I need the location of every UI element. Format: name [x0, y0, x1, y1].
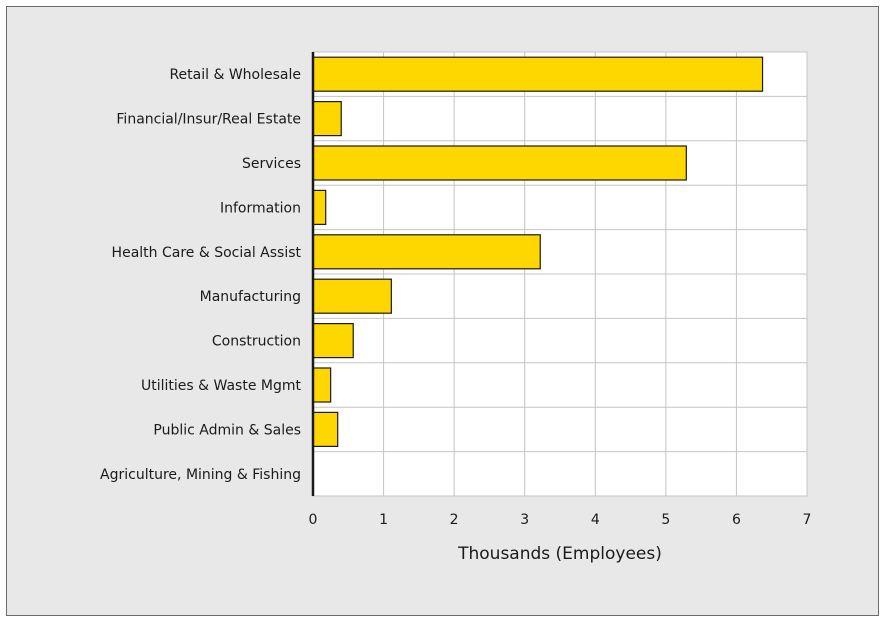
- x-tick-labels: 0 1 2 3 4 5 6 7: [309, 512, 812, 528]
- x-tick-label: 1: [379, 512, 388, 528]
- x-tick-label: 7: [803, 512, 812, 528]
- category-label: Agriculture, Mining & Fishing: [100, 467, 301, 483]
- bar: [312, 367, 332, 403]
- x-tick-label: 2: [450, 512, 459, 528]
- x-tick-label: 3: [520, 512, 529, 528]
- bar: [312, 278, 392, 314]
- bar: [312, 189, 327, 225]
- bar-chart: Retail & Wholesale Financial/Insur/Real E…: [100, 51, 812, 564]
- bar: [312, 145, 687, 181]
- category-label: Construction: [212, 334, 301, 350]
- chart-frame: Retail & Wholesale Financial/Insur/Real E…: [6, 6, 879, 616]
- category-label: Services: [242, 156, 301, 172]
- x-tick-label: 4: [591, 512, 600, 528]
- bar: [312, 323, 354, 359]
- bar: [312, 234, 541, 270]
- x-tick-label: 6: [732, 512, 741, 528]
- bar: [312, 411, 339, 447]
- x-axis-title: Thousands (Employees): [457, 544, 662, 564]
- bar: [312, 56, 764, 92]
- bar: [312, 100, 342, 137]
- category-label: Manufacturing: [200, 289, 301, 305]
- category-label: Retail & Wholesale: [169, 67, 301, 83]
- category-label: Information: [220, 200, 301, 216]
- category-label: Public Admin & Sales: [153, 422, 301, 438]
- category-label: Utilities & Waste Mgmt: [141, 378, 301, 394]
- bars: [312, 56, 764, 447]
- category-label: Health Care & Social Assist: [112, 245, 302, 261]
- x-tick-label: 0: [309, 512, 318, 528]
- category-label: Financial/Insur/Real Estate: [116, 112, 301, 128]
- x-tick-label: 5: [661, 512, 670, 528]
- category-labels: Retail & Wholesale Financial/Insur/Real E…: [100, 67, 301, 483]
